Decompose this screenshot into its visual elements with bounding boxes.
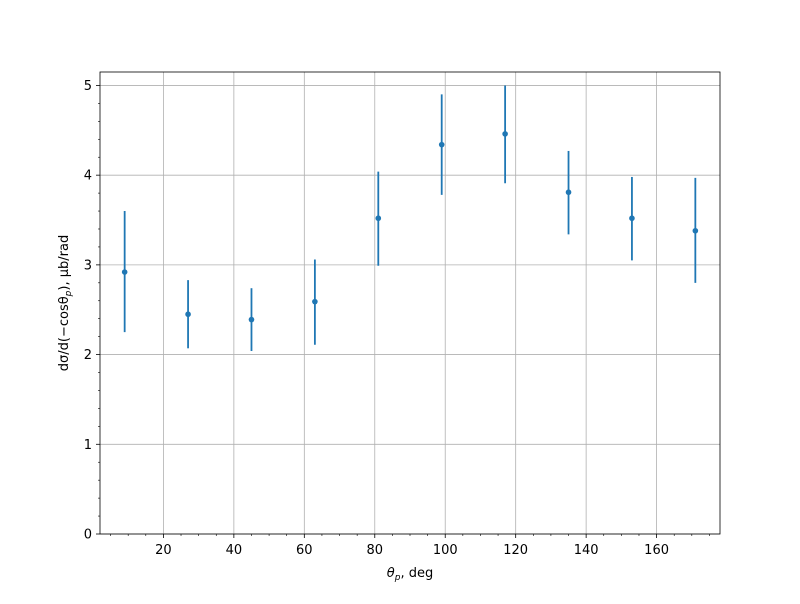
x-tick-label: 100 [433, 543, 458, 558]
y-axis: 0 1 2 3 4 5 [84, 79, 100, 543]
data-point [248, 316, 255, 323]
y-tick-label: 1 [84, 438, 92, 453]
y-tick-label: 4 [84, 169, 92, 184]
x-axis-label: θp, deg [387, 566, 433, 583]
data-point [502, 131, 508, 137]
grid [100, 72, 720, 535]
data-point [185, 311, 191, 318]
x-axis: 20 40 60 80 100 120 140 160 [110, 534, 710, 558]
data-point [121, 269, 128, 275]
x-tick-label: 160 [644, 543, 669, 558]
data-point [565, 189, 572, 196]
data-point [692, 227, 699, 234]
y-tick-label: 0 [84, 528, 92, 543]
data-point [438, 141, 445, 148]
x-tick-label: 40 [226, 543, 243, 558]
x-tick-label: 140 [574, 543, 599, 558]
data-series [121, 85, 699, 351]
x-tick-label: 60 [296, 543, 313, 558]
x-tick-label: 80 [366, 543, 383, 558]
data-point [375, 215, 382, 222]
y-tick-label: 5 [84, 79, 92, 94]
x-tick-label: 120 [503, 543, 528, 558]
data-point [312, 298, 318, 305]
y-axis-label: dσ/d(−cosθp), μb/rad [57, 235, 74, 371]
y-tick-label: 3 [84, 258, 92, 273]
y-tick-label: 2 [84, 348, 92, 363]
x-tick-label: 20 [155, 543, 172, 558]
data-point [629, 215, 635, 222]
